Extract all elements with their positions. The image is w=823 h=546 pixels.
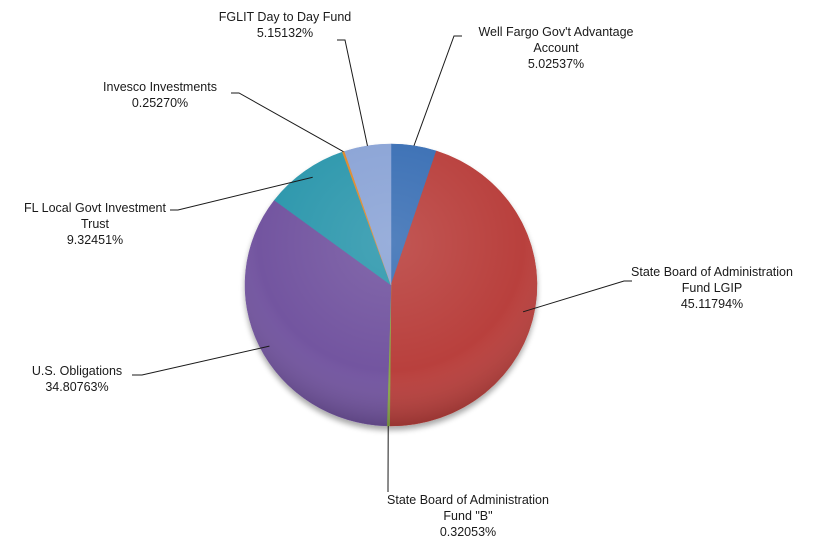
slice-name-line-4-0: FL Local Govt Investment <box>24 201 166 215</box>
leader-line-0 <box>413 35 462 146</box>
slice-name-line-2-0: State Board of Administration <box>387 493 549 507</box>
slice-value-2: 0.32053% <box>440 525 496 539</box>
slice-label-4: FL Local Govt Investment Trust 9.32451% <box>24 201 166 247</box>
leader-line-5 <box>231 92 344 153</box>
slice-name-line-6-0: FGLIT Day to Day Fund <box>219 10 352 24</box>
slice-labels: Well Fargo Gov't Advantage Account 5.02537… <box>24 10 793 539</box>
slice-label-0: Well Fargo Gov't Advantage Account 5.02537… <box>478 25 633 71</box>
slice-value-3: 34.80763% <box>45 380 108 394</box>
slice-value-6: 5.15132% <box>257 26 313 40</box>
slice-name-line-2-1: Fund "B" <box>443 509 492 523</box>
slice-name-line-5-0: Invesco Investments <box>103 80 217 94</box>
slice-label-6: FGLIT Day to Day Fund 5.15132% <box>219 10 352 40</box>
slice-value-0: 5.02537% <box>528 57 584 71</box>
leader-lines <box>132 35 632 492</box>
slice-label-2: State Board of Administration Fund "B" 0.3… <box>387 493 549 539</box>
pie-slices <box>244 143 538 427</box>
slice-name-line-4-1: Trust <box>81 217 110 231</box>
slice-value-4: 9.32451% <box>67 233 123 247</box>
slice-label-3: U.S. Obligations 34.80763% <box>32 364 122 394</box>
slice-name-line-0-0: Well Fargo Gov't Advantage <box>478 25 633 39</box>
leader-line-3 <box>132 345 270 376</box>
slice-value-5: 0.25270% <box>132 96 188 110</box>
slice-value-1: 45.11794% <box>681 297 743 311</box>
leader-line-1 <box>522 280 632 313</box>
slice-label-1: State Board of Administration Fund LGIP 45… <box>631 265 793 311</box>
slice-name-line-1-1: Fund LGIP <box>682 281 742 295</box>
leader-line-6 <box>337 39 368 146</box>
slice-name-line-3-0: U.S. Obligations <box>32 364 122 378</box>
slice-label-5: Invesco Investments 0.25270% <box>103 80 217 110</box>
leader-line-4 <box>170 176 313 211</box>
slice-name-line-1-0: State Board of Administration <box>631 265 793 279</box>
slice-name-line-0-1: Account <box>533 41 579 55</box>
